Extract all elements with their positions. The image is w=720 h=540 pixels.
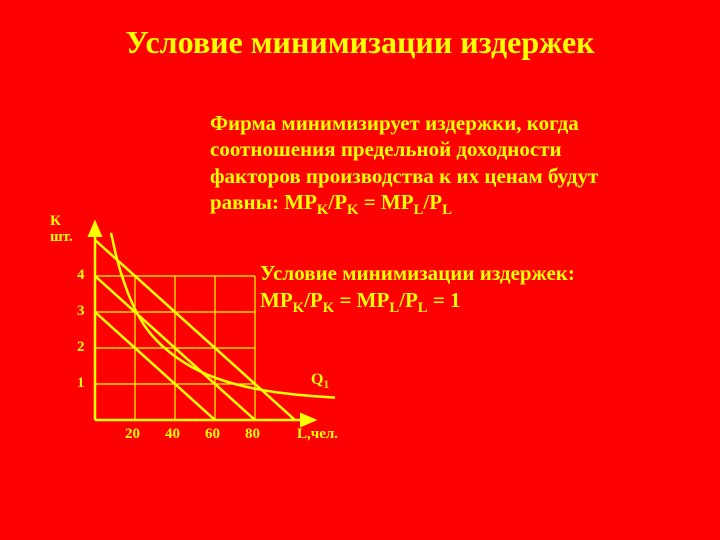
- y-tick-label: 4: [77, 267, 85, 284]
- x-tick-label: 60: [205, 426, 220, 443]
- para-line2: соотношения предельной доходности: [210, 137, 562, 161]
- cond-line2d: /P: [399, 288, 418, 312]
- x-axis-label: L,чел.: [297, 426, 338, 443]
- slide-title: Условие минимизации издержек: [0, 24, 720, 61]
- y-axis-label-line2: шт.: [50, 229, 73, 245]
- y-tick-label: 3: [77, 303, 85, 320]
- para-line3: факторов производства к их ценам будут: [210, 164, 598, 188]
- y-tick-label: 1: [77, 375, 85, 392]
- body-paragraph: Фирма минимизирует издержки, когда соотн…: [210, 110, 690, 219]
- slide: Условие минимизации издержек Фирма миним…: [0, 0, 720, 540]
- para-line4c: = MP: [358, 190, 413, 214]
- y-axis-label-line1: К: [50, 213, 61, 229]
- para-sub-l1: L: [414, 202, 424, 218]
- para-line1: Фирма минимизирует издержки, когда: [210, 111, 579, 135]
- x-tick-label: 40: [165, 426, 180, 443]
- cond-sub-l2: L: [418, 300, 428, 316]
- isoquant-label: Q1: [311, 371, 329, 391]
- y-axis-label: К шт.: [50, 214, 73, 246]
- cond-line2e: = 1: [428, 288, 461, 312]
- cond-sub-l1: L: [389, 300, 399, 316]
- para-sub-l2: L: [442, 202, 452, 218]
- para-line4d: /P: [423, 190, 442, 214]
- chart: К шт. 1 2 3 4 20 40 60 80 L,чел. Q1: [50, 210, 350, 470]
- x-tick-label: 20: [125, 426, 140, 443]
- x-tick-label: 80: [245, 426, 260, 443]
- y-tick-label: 2: [77, 339, 85, 356]
